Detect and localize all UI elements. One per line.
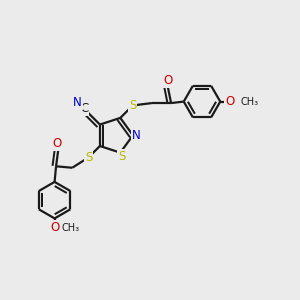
Text: CH₃: CH₃: [241, 97, 259, 106]
Text: N: N: [132, 129, 141, 142]
Text: O: O: [163, 74, 172, 87]
Text: O: O: [52, 137, 62, 150]
Text: S: S: [85, 151, 92, 164]
Text: S: S: [118, 150, 125, 163]
Text: CH₃: CH₃: [62, 223, 80, 232]
Text: C: C: [80, 102, 88, 116]
Text: N: N: [73, 96, 82, 109]
Text: O: O: [225, 95, 235, 108]
Text: S: S: [129, 99, 136, 112]
Text: O: O: [50, 221, 59, 234]
